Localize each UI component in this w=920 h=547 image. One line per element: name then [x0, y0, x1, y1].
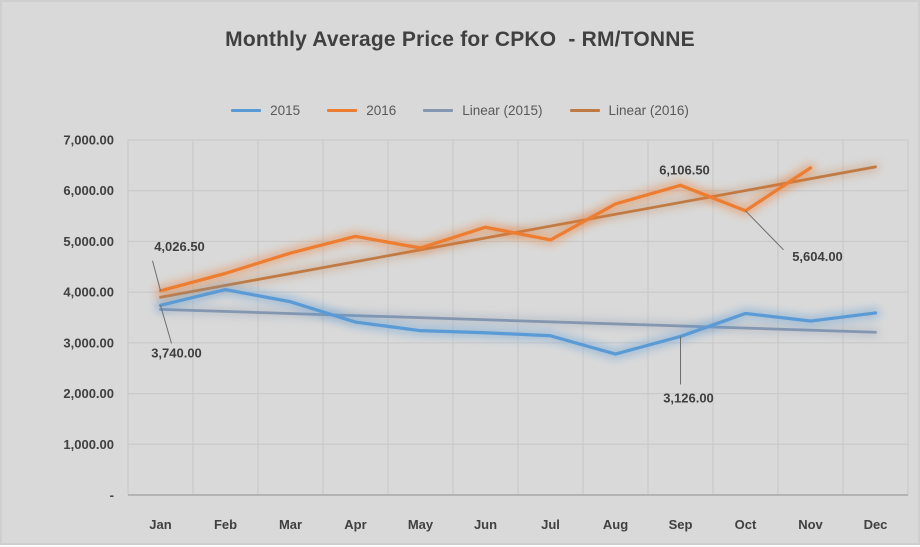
x-axis-label: Jan	[149, 517, 171, 532]
x-axis-label: Sep	[669, 517, 693, 532]
x-axis-labels: Jan Feb Mar Apr May Jun Jul Aug Sep Oct Nov Dec	[149, 517, 887, 532]
x-axis-label: Mar	[279, 517, 302, 532]
series-lines	[155, 162, 881, 360]
series-line-2016[interactable]	[158, 166, 813, 293]
data-label[interactable]: 5,604.00	[792, 249, 843, 264]
x-axis-label: Jul	[541, 517, 560, 532]
data-label[interactable]: 3,740.00	[151, 345, 202, 360]
x-axis-label: Jun	[474, 517, 497, 532]
data-label-leader	[152, 260, 161, 291]
chart-title[interactable]: Monthly Average Price for CPKO - RM/TONN…	[225, 28, 695, 51]
legend: 2015 2016 Linear (2015) Linear (2016)	[2, 103, 918, 118]
legend-line-swatch	[423, 109, 454, 112]
legend-item-2016[interactable]: 2016	[327, 103, 396, 118]
data-label[interactable]: 3,126.00	[663, 390, 714, 405]
y-axis-label: 4,000.00	[63, 285, 114, 300]
legend-line-swatch	[569, 109, 600, 112]
legend-line-swatch	[327, 109, 358, 112]
y-axis-label: 3,000.00	[63, 335, 114, 350]
legend-label: 2015	[270, 103, 301, 118]
y-axis-label: 7,000.00	[63, 133, 114, 148]
x-axis-label: Nov	[798, 517, 823, 532]
data-label[interactable]: 4,026.50	[154, 239, 205, 254]
x-axis-label: Dec	[864, 517, 888, 532]
data-label-leader	[745, 210, 784, 251]
data-label[interactable]: 6,106.50	[659, 162, 710, 177]
legend-label: Linear (2015)	[462, 103, 543, 118]
y-axis-label: -	[110, 488, 114, 503]
y-axis-label: 2,000.00	[63, 386, 114, 401]
legend-item-2015[interactable]: 2015	[231, 103, 300, 118]
y-axis-labels: - 1,000.00 2,000.00 3,000.00 4,000.00 5,000.0…	[63, 133, 114, 503]
x-axis-label: May	[408, 517, 434, 532]
data-label-leader	[160, 305, 172, 344]
y-axis-label: 6,000.00	[63, 183, 114, 198]
x-axis-label: Aug	[603, 517, 628, 532]
trendline-linear-2015[interactable]	[159, 308, 877, 334]
legend-label: 2016	[366, 103, 397, 118]
data-labels: 4,026.50 3,740.00 6,106.50 5,604.00 3,126.00	[151, 162, 843, 405]
legend-line-swatch	[231, 109, 262, 112]
legend-item-linear-2016[interactable]: Linear (2016)	[569, 103, 689, 118]
y-axis-label: 1,000.00	[63, 437, 114, 452]
x-axis-label: Oct	[735, 517, 757, 532]
x-axis-label: Apr	[344, 517, 366, 532]
legend-item-linear-2015[interactable]: Linear (2015)	[423, 103, 543, 118]
legend-label: Linear (2016)	[608, 103, 689, 118]
y-axis-label: 5,000.00	[63, 234, 114, 249]
series-line-2015[interactable]	[158, 287, 878, 356]
x-axis-label: Feb	[214, 517, 237, 532]
